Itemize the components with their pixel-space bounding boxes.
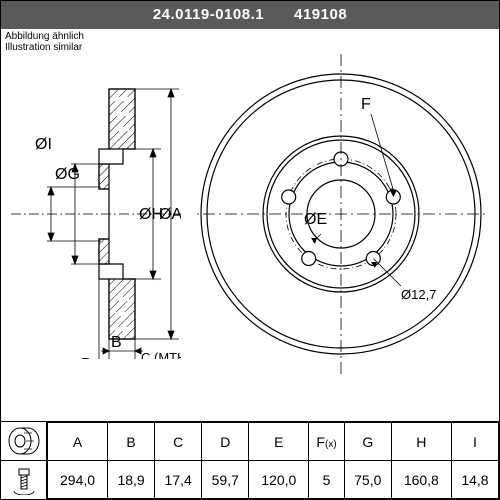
- col-I: I: [451, 423, 498, 461]
- val-F: 5: [309, 461, 344, 499]
- val-B: 18,9: [108, 461, 155, 499]
- label-C: C (MTH): [141, 350, 181, 359]
- col-G: G: [344, 423, 391, 461]
- col-D: D: [202, 423, 249, 461]
- diagram-area: ØI ØG ØH ØA B D C (MTH): [1, 29, 499, 421]
- label-F: F: [361, 96, 371, 113]
- short-number: 419108: [294, 6, 347, 23]
- col-C: C: [155, 423, 202, 461]
- label-A: ØA: [159, 206, 181, 223]
- col-H: H: [391, 423, 451, 461]
- label-D: D: [81, 356, 93, 359]
- side-view: ØI ØG ØH ØA B D C (MTH): [11, 69, 181, 359]
- val-E: 120,0: [249, 461, 309, 499]
- val-I: 14,8: [451, 461, 498, 499]
- col-F: F(x): [309, 423, 344, 461]
- val-H: 160,8: [391, 461, 451, 499]
- val-A: 294,0: [48, 461, 108, 499]
- bolt-icon: [1, 461, 46, 499]
- part-number: 24.0119-0108.1: [153, 6, 264, 23]
- label-E: ØE: [304, 211, 327, 228]
- title-bar: 24.0119-0108.1 419108: [1, 1, 499, 29]
- label-B: B: [111, 334, 122, 351]
- spec-table-area: A B C D E F(x) G H I 294,0 18,9 17,4 59,…: [1, 421, 499, 499]
- val-G: 75,0: [344, 461, 391, 499]
- val-D: 59,7: [202, 461, 249, 499]
- drawing-container: 24.0119-0108.1419108 Abbildung ähnlich I…: [0, 0, 500, 500]
- col-E: E: [249, 423, 309, 461]
- label-hole: Ø12,7: [401, 287, 436, 302]
- label-I: ØI: [35, 136, 52, 153]
- table-value-row: 294,0 18,9 17,4 59,7 120,0 5 75,0 160,8 …: [48, 461, 499, 499]
- val-C: 17,4: [155, 461, 202, 499]
- icon-column: [1, 422, 47, 499]
- table-header-row: A B C D E F(x) G H I: [48, 423, 499, 461]
- spec-table: A B C D E F(x) G H I 294,0 18,9 17,4 59,…: [47, 422, 499, 499]
- col-B: B: [108, 423, 155, 461]
- disc-icon: [1, 422, 46, 461]
- col-A: A: [48, 423, 108, 461]
- front-view: F ØE Ø12,7: [196, 49, 486, 379]
- label-G: ØG: [55, 166, 80, 183]
